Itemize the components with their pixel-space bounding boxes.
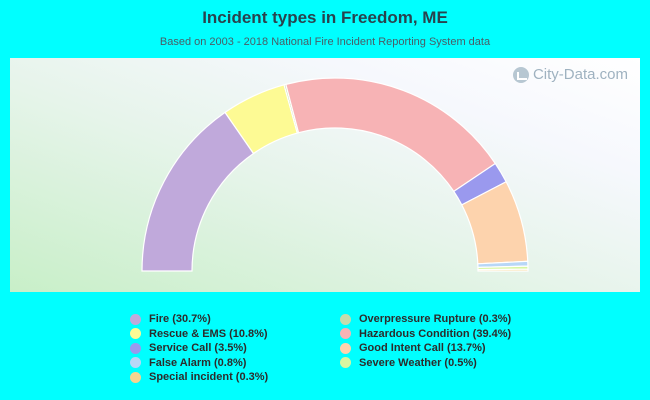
legend-item: False Alarm (0.8%) bbox=[130, 356, 268, 370]
legend-swatch-icon bbox=[340, 342, 351, 354]
legend-label: Service Call (3.5%) bbox=[149, 342, 247, 355]
legend-label: Overpressure Rupture (0.3%) bbox=[359, 313, 512, 325]
legend-swatch-icon bbox=[130, 328, 141, 340]
legend-swatch-icon bbox=[340, 357, 351, 369]
donut-slice bbox=[477, 268, 529, 272]
legend-swatch-icon bbox=[130, 342, 141, 354]
legend-item: Severe Weather (0.5%) bbox=[340, 356, 511, 370]
legend-item: Fire (30.7%) bbox=[130, 312, 268, 326]
watermark: City-Data.com bbox=[512, 66, 628, 83]
legend-label: False Alarm (0.8%) bbox=[149, 356, 247, 369]
legend-label: Rescue & EMS (10.8%) bbox=[149, 327, 268, 340]
donut-slice bbox=[285, 77, 497, 193]
legend-swatch-icon bbox=[130, 357, 141, 369]
donut-slice bbox=[141, 111, 255, 272]
legend-item: Hazardous Condition (39.4%) bbox=[340, 327, 511, 341]
legend-item: Overpressure Rupture (0.3%) bbox=[340, 312, 511, 326]
legend-swatch-icon bbox=[340, 313, 351, 325]
legend-swatch-icon bbox=[130, 313, 141, 325]
legend-item: Special incident (0.3%) bbox=[130, 370, 268, 384]
legend-label: Good Intent Call (13.7%) bbox=[359, 342, 486, 355]
chart-subtitle: Based on 2003 - 2018 National Fire Incid… bbox=[159, 36, 491, 48]
legend-label: Special incident (0.3%) bbox=[149, 371, 269, 384]
chart-title: Incident types in Freedom, ME bbox=[202, 8, 448, 27]
legend-label: Severe Weather (0.5%) bbox=[359, 356, 477, 369]
legend-item: Rescue & EMS (10.8%) bbox=[130, 327, 268, 341]
legend-item: Service Call (3.5%) bbox=[130, 341, 268, 355]
legend-column-right: Overpressure Rupture (0.3%) Hazardous Co… bbox=[340, 312, 511, 370]
legend-label: Hazardous Condition (39.4%) bbox=[359, 327, 512, 340]
legend-item: Good Intent Call (13.7%) bbox=[340, 341, 511, 355]
legend-swatch-icon bbox=[340, 328, 351, 340]
chart-panel: City-Data.com bbox=[10, 58, 640, 292]
city-data-logo-icon bbox=[512, 66, 529, 83]
legend-swatch-icon bbox=[130, 371, 141, 383]
legend-column-left: Fire (30.7%) Rescue & EMS (10.8%) Servic… bbox=[130, 312, 268, 385]
legend-label: Fire (30.7%) bbox=[149, 313, 211, 325]
watermark-text: City-Data.com bbox=[532, 66, 628, 83]
donut-chart bbox=[141, 77, 529, 272]
